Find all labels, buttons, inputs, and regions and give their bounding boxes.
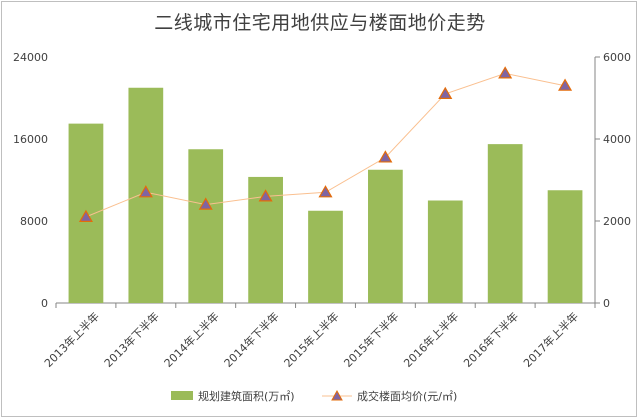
left-y-tick-label: 24000 xyxy=(13,51,48,64)
legend-swatch-bar xyxy=(171,391,193,400)
chart-title: 二线城市住宅用地供应与楼面地价走势 xyxy=(154,12,486,34)
right-y-tick-label: 2000 xyxy=(603,215,631,228)
bar xyxy=(427,200,463,303)
bar xyxy=(547,190,583,303)
x-tick-label: 2013年下半年 xyxy=(101,309,162,370)
data-point xyxy=(558,78,573,91)
left-y-tick-label: 0 xyxy=(41,297,48,310)
x-tick-label: 2015年下半年 xyxy=(341,309,402,370)
bar xyxy=(368,169,403,303)
left-y-tick-label: 16000 xyxy=(13,133,48,146)
line-series xyxy=(78,66,573,222)
legend-label-line: 成交楼面均价(元/㎡) xyxy=(357,389,457,403)
bar xyxy=(308,210,343,303)
right-y-tick-label: 6000 xyxy=(603,51,631,64)
bar-series xyxy=(68,87,583,303)
x-tick-label: 2016年下半年 xyxy=(460,309,521,370)
legend-label-bar: 规划建筑面积(万㎡) xyxy=(198,389,295,403)
data-point xyxy=(318,185,333,198)
data-point xyxy=(78,209,93,222)
bar xyxy=(188,149,224,303)
x-tick-label: 2014年上半年 xyxy=(161,309,222,370)
left-y-tick-label: 8000 xyxy=(20,215,48,228)
right-y-tick-label: 4000 xyxy=(603,133,631,146)
data-point xyxy=(378,150,393,163)
x-tick-label: 2014年下半年 xyxy=(221,309,282,370)
x-tick-label: 2013年上半年 xyxy=(41,309,102,370)
right-y-tick-label: 0 xyxy=(603,297,610,310)
data-point xyxy=(498,66,513,79)
legend: 规划建筑面积(万㎡) 成交楼面均价(元/㎡) xyxy=(171,389,457,403)
x-tick-label: 2016年上半年 xyxy=(401,309,462,370)
x-tick-label: 2017年上半年 xyxy=(520,309,581,370)
data-point xyxy=(258,189,273,202)
data-point xyxy=(438,86,453,100)
x-tick-labels: 2013年上半年 2013年下半年 2014年上半年 2014年下半年 2015年上半年… xyxy=(41,309,581,370)
data-point xyxy=(198,197,213,210)
bar xyxy=(487,144,523,303)
data-point xyxy=(138,185,153,198)
legend-marker xyxy=(331,389,343,401)
x-tick-label: 2015年上半年 xyxy=(281,309,342,370)
